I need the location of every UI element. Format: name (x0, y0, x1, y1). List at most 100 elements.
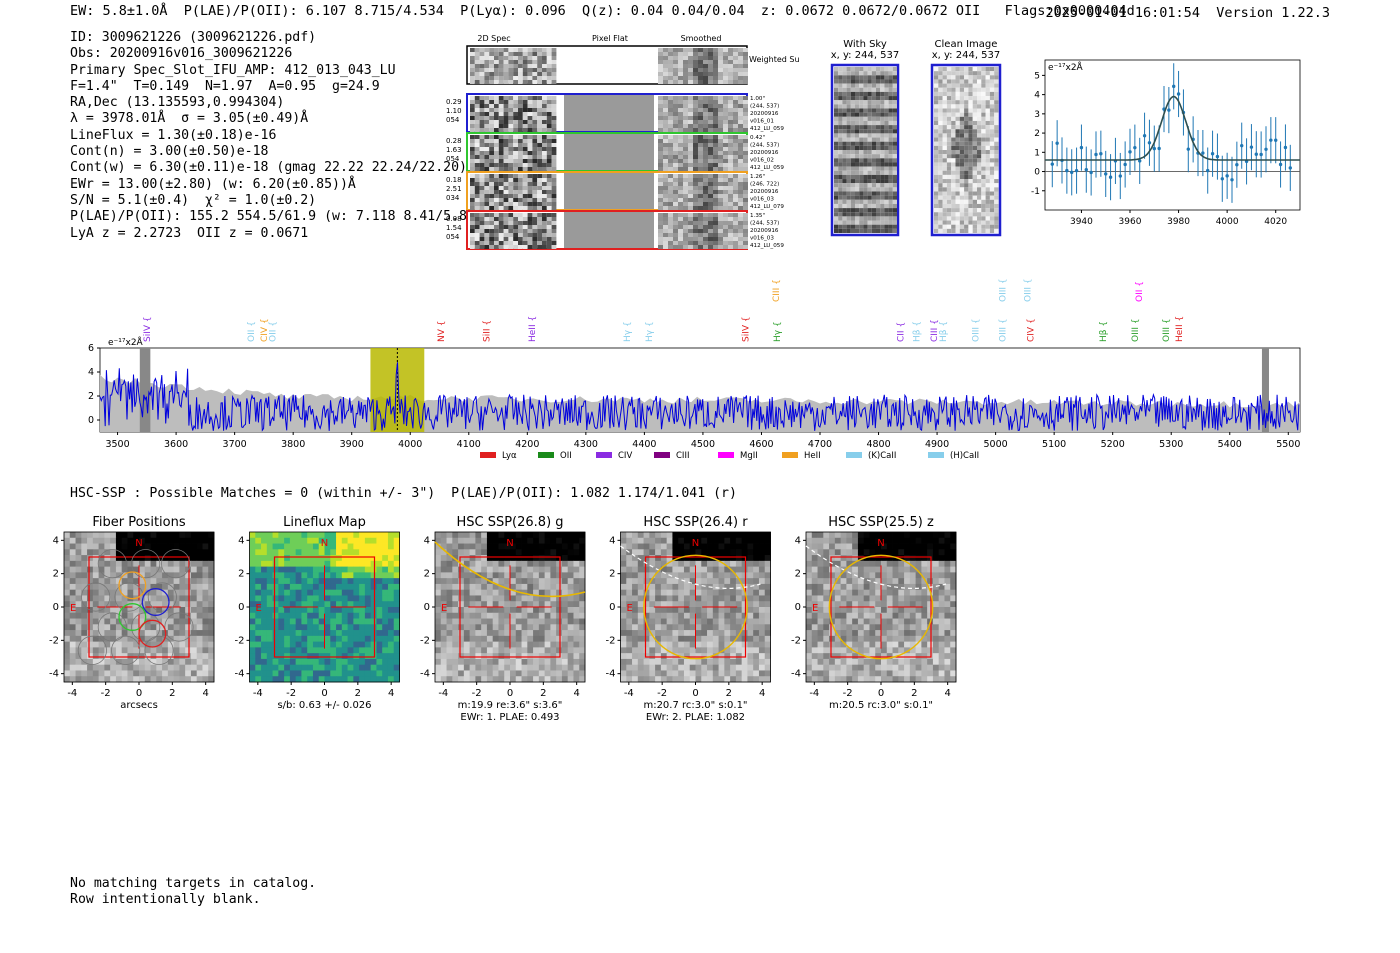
pixel (532, 56, 538, 60)
pixel (307, 630, 314, 637)
pixel (683, 221, 688, 225)
pixel (713, 48, 718, 52)
pixel (353, 670, 360, 677)
pixel (458, 618, 465, 625)
pixel (173, 641, 180, 648)
pixel (387, 641, 395, 648)
pixel (934, 108, 939, 113)
pixel (551, 60, 557, 64)
pixel (498, 108, 504, 112)
pixel (567, 618, 574, 625)
pixel (469, 537, 476, 544)
pixel (850, 166, 855, 171)
pixel (888, 104, 893, 109)
pixel (542, 72, 547, 76)
pixel (673, 60, 678, 64)
pixel (81, 589, 88, 596)
pixel (546, 135, 552, 139)
pixel (738, 217, 743, 221)
pixel (469, 549, 476, 556)
pixel (110, 549, 117, 556)
pixel (977, 166, 982, 171)
pixel (546, 245, 552, 249)
pixel (867, 91, 872, 97)
pixel (880, 91, 885, 97)
pixel (698, 186, 703, 190)
pixel (521, 595, 528, 602)
pixel (498, 68, 504, 72)
pixel (515, 601, 522, 608)
pixel (508, 108, 514, 112)
pixel (859, 96, 864, 101)
pixel (81, 532, 88, 539)
pixel (946, 220, 952, 225)
cutout-left-stat: 054 (446, 155, 460, 163)
pixel (121, 543, 128, 550)
pixel (989, 191, 995, 196)
pixel (301, 583, 308, 591)
pixel (884, 137, 889, 142)
pixel (964, 120, 969, 126)
pixel (533, 560, 540, 568)
pixel (713, 135, 718, 139)
pixel (959, 71, 965, 76)
pixel (503, 241, 509, 245)
pixel (522, 147, 528, 151)
pixel (942, 228, 947, 233)
pixel (121, 635, 128, 643)
pixel (179, 589, 186, 596)
pixel (663, 68, 668, 72)
pixel (156, 601, 163, 608)
pixel (842, 174, 847, 180)
pixel (503, 104, 509, 108)
pixel (972, 129, 977, 134)
pixel (527, 72, 533, 76)
pixel (838, 141, 843, 146)
pixel (115, 537, 123, 544)
pixel (196, 653, 203, 660)
pixel (208, 676, 215, 683)
pixel (513, 48, 518, 52)
pixel (964, 174, 969, 180)
pixel (951, 187, 956, 192)
pixel (527, 80, 533, 84)
pixel (503, 52, 509, 56)
pixel (538, 560, 546, 568)
pixel (955, 125, 960, 130)
pixel (663, 72, 668, 76)
pixel (92, 635, 100, 643)
pixel (728, 68, 733, 72)
pixel (393, 641, 400, 648)
pixel (688, 100, 693, 104)
pixel (708, 112, 713, 116)
pixel (985, 220, 990, 225)
pixel (683, 174, 688, 178)
pixel (892, 195, 897, 200)
pixel (561, 589, 569, 596)
pixel (884, 191, 889, 196)
pixel (542, 182, 547, 186)
pixel (115, 641, 123, 648)
pixel (573, 589, 580, 596)
pixel (880, 141, 885, 146)
pixel (498, 543, 505, 550)
pixel (504, 572, 511, 579)
pixel (968, 187, 973, 192)
pixel (698, 206, 703, 210)
pixel (884, 71, 889, 76)
pixel (942, 137, 947, 142)
pixel (946, 129, 952, 134)
pixel (347, 641, 354, 648)
pixel (871, 208, 876, 213)
pixel (733, 76, 738, 80)
pixel (364, 589, 372, 596)
pixel (382, 641, 389, 648)
pixel (489, 112, 494, 116)
pixel (673, 217, 678, 221)
pixel (115, 624, 123, 631)
pixel (683, 120, 688, 124)
pixel (522, 139, 528, 143)
pixel (284, 653, 291, 660)
pixel (532, 120, 538, 124)
pixel (981, 187, 986, 192)
